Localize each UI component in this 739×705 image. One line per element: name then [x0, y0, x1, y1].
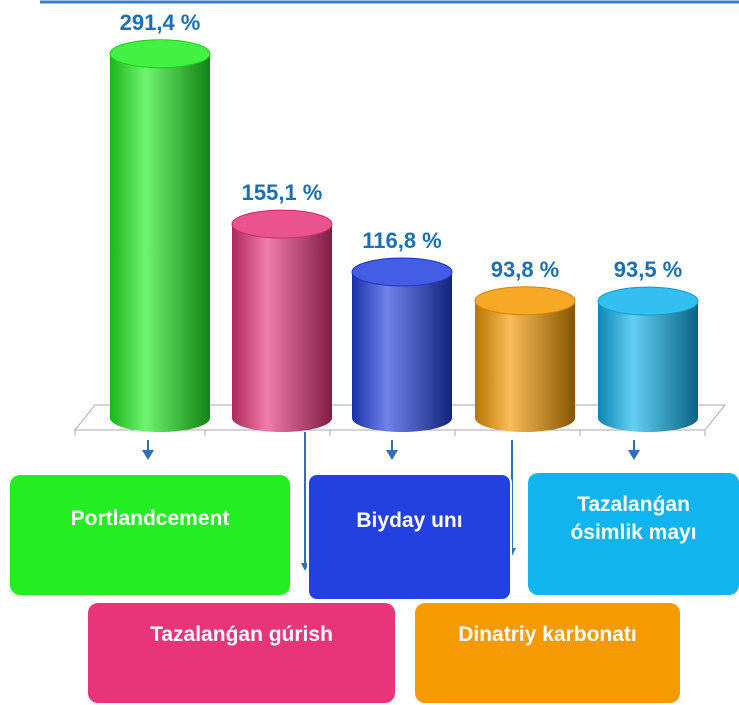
value-label: 93,8 % — [491, 257, 560, 282]
category-box: Tazalanǵan ósimlik mayı — [528, 473, 739, 595]
bar — [475, 300, 575, 432]
category-box: Dinatriy karbonatı — [415, 603, 680, 703]
bar — [598, 301, 698, 432]
value-label: 116,8 % — [362, 228, 442, 253]
category-box: Biyday unı — [307, 473, 512, 601]
value-label: 93,5 % — [614, 257, 683, 282]
category-box: Tazalanǵan gúrish — [88, 603, 395, 703]
bar-top — [109, 39, 211, 69]
value-label: 155,1 % — [242, 180, 323, 205]
floor-ticks — [74, 430, 706, 436]
bar — [352, 272, 452, 432]
bar — [232, 224, 332, 432]
category-box: Portlandcement — [10, 475, 290, 595]
bar-top — [597, 286, 699, 316]
bar — [110, 53, 210, 432]
bar-top — [231, 209, 333, 239]
bar-top — [351, 257, 453, 287]
value-label: 291,4 % — [120, 10, 201, 35]
bar-top — [474, 286, 576, 316]
